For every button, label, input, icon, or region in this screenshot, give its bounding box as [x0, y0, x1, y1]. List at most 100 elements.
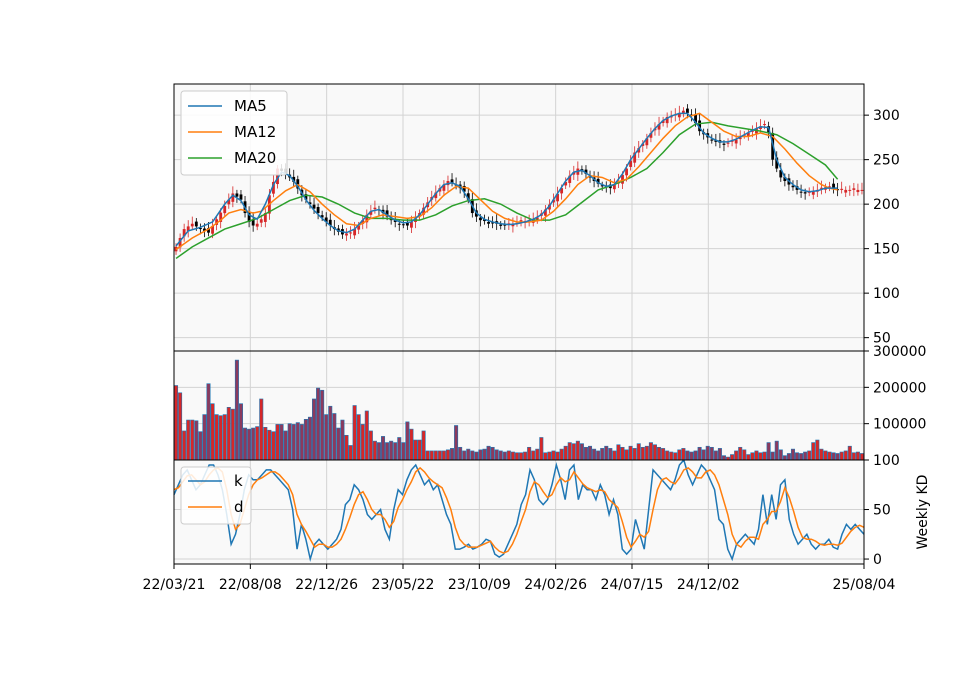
candle-body: [588, 176, 592, 178]
volume-bar: [652, 444, 657, 461]
candle-body: [247, 212, 251, 222]
candle-body: [560, 188, 564, 194]
volume-bar: [251, 427, 256, 461]
kd-lines: [173, 458, 865, 563]
candle-body: [694, 114, 697, 124]
volume-bar: [263, 426, 268, 461]
candle-body: [499, 224, 503, 226]
candle-body: [316, 206, 320, 214]
volume-bar: [559, 448, 564, 461]
volume-bar: [332, 413, 337, 461]
candle-body: [750, 130, 754, 132]
volume-bar: [514, 452, 519, 461]
candle-body: [397, 223, 401, 225]
candle-body: [324, 217, 328, 222]
volume-bar: [551, 450, 556, 461]
candle-body: [272, 181, 275, 194]
volume-bar: [389, 440, 394, 461]
volume-bar: [855, 451, 860, 461]
volume-bar: [243, 427, 248, 461]
candle-body: [665, 116, 669, 124]
volume-bar: [198, 431, 203, 461]
candle-body: [775, 157, 779, 169]
candle-body: [828, 186, 831, 188]
volume-bar: [405, 421, 410, 461]
price-ma-lines: [175, 112, 839, 260]
price-tick-label: 300: [873, 108, 900, 124]
candle-body: [223, 205, 227, 214]
volume-bar: [206, 383, 211, 461]
volume-bar: [571, 443, 576, 461]
x-axis: 22/03/21 22/08/08 22/12/26 23/05/22 23/10/09…: [143, 564, 896, 593]
candle-body: [564, 181, 568, 186]
volume-bar: [701, 449, 706, 461]
volume-bar: [376, 442, 381, 461]
volume-bar: [441, 450, 446, 461]
candle-body: [479, 217, 482, 221]
volume-bar: [669, 451, 674, 461]
volume-bar: [356, 414, 361, 461]
candle-body: [852, 188, 856, 190]
volume-bar: [458, 446, 463, 461]
volume-bar: [782, 455, 787, 461]
volume-bar: [624, 449, 629, 461]
volume-bar: [730, 454, 735, 461]
candle-body: [763, 124, 766, 126]
volume-tick-label: 100000: [873, 417, 926, 433]
candle-body: [710, 139, 714, 141]
volume-bar: [831, 452, 836, 461]
candle-body: [251, 219, 255, 226]
volume-bar: [835, 453, 840, 461]
candle-body: [645, 138, 649, 146]
volume-bar: [677, 449, 682, 461]
volume-bar: [413, 439, 418, 461]
kd-tick-label: 0: [873, 552, 882, 568]
volume-bar: [648, 442, 653, 461]
volume-bar: [279, 424, 284, 461]
candle-body: [677, 112, 681, 118]
volume-y-axis: 100000 200000 300000: [864, 344, 926, 433]
candle-body: [328, 219, 332, 226]
volume-bar: [803, 451, 808, 461]
candle-body: [803, 192, 807, 194]
volume-bar: [247, 428, 252, 461]
volume-bar: [210, 403, 215, 461]
volume-bar: [555, 451, 560, 461]
volume-bar: [612, 450, 617, 461]
volume-bar: [222, 414, 227, 461]
volume-bar: [807, 450, 812, 461]
x-tick-label: 22/12/26: [295, 577, 358, 593]
candle-body: [840, 188, 844, 190]
volume-bar: [527, 446, 532, 461]
volume-bar: [859, 453, 864, 461]
volume-bar: [450, 448, 455, 461]
candle-body: [543, 209, 547, 216]
volume-bar: [372, 440, 377, 461]
candle-body: [511, 223, 515, 227]
volume-bar: [437, 450, 442, 461]
volume-bar: [429, 450, 434, 461]
volume-bar: [364, 410, 369, 461]
volume-bar: [689, 451, 694, 461]
volume-bar: [547, 451, 552, 461]
volume-bar: [316, 387, 321, 461]
candle-body: [186, 226, 190, 232]
volume-bar: [401, 442, 406, 461]
volume-bar: [685, 450, 690, 461]
volume-bar: [746, 454, 751, 461]
candle-body: [304, 194, 308, 200]
volume-bar: [303, 419, 308, 461]
price-grid: [173, 84, 865, 351]
volume-bar: [506, 450, 511, 461]
candle-body: [345, 233, 348, 236]
candle-body: [734, 139, 738, 144]
volume-bar: [596, 450, 601, 461]
volume-bar: [312, 398, 317, 461]
volume-bar: [174, 385, 179, 461]
candle-body: [227, 199, 231, 205]
candle-body: [714, 140, 718, 142]
volume-bar: [823, 450, 828, 461]
candle-body: [219, 212, 223, 222]
price-tick-label: 250: [873, 153, 900, 169]
candle-body: [637, 148, 641, 153]
